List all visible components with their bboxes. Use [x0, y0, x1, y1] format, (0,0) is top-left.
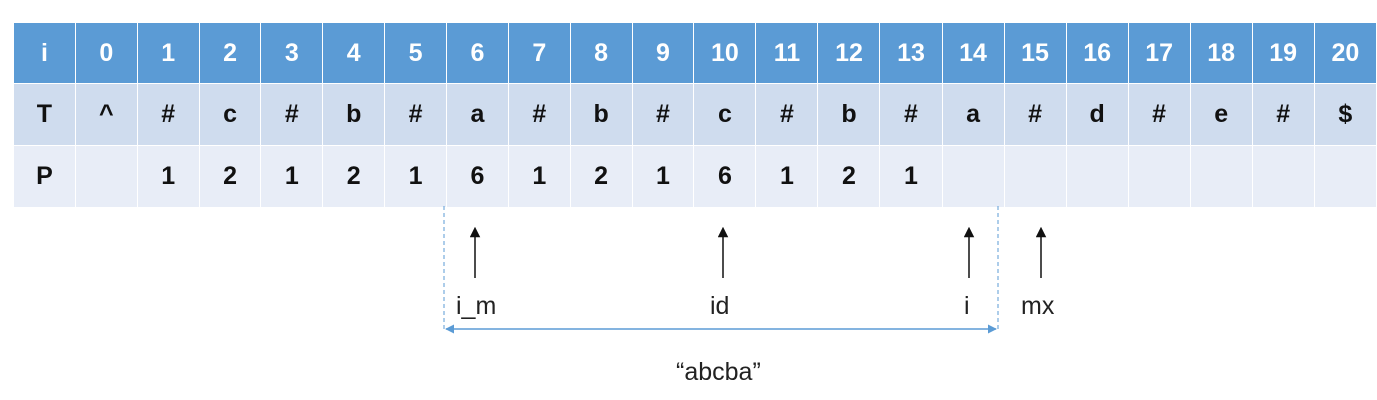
p-cell: 1 — [879, 145, 943, 208]
index-cell: 12 — [817, 23, 881, 84]
t-cell: # — [508, 83, 571, 146]
index-cell: 6 — [446, 23, 509, 84]
t-cell: $ — [1314, 83, 1377, 146]
p-cell — [1004, 145, 1067, 208]
index-cell: 5 — [384, 23, 447, 84]
p-cell: 1 — [260, 145, 324, 208]
t-cell: d — [1066, 83, 1129, 146]
index-cell: 3 — [260, 23, 324, 84]
id-label: id — [710, 292, 730, 320]
t-cell: b — [570, 83, 633, 146]
t-cell: ^ — [75, 83, 138, 146]
t-cell: a — [942, 83, 1005, 146]
t-cell: # — [1004, 83, 1067, 146]
row-label: T — [14, 83, 76, 146]
index-cell: 18 — [1190, 23, 1253, 84]
t-cell: # — [632, 83, 695, 146]
p-cell: 2 — [817, 145, 881, 208]
transformed-string-row: T ^ # c # b # a # b # c # b # a # d # e # $ — [14, 83, 1377, 146]
t-cell: e — [1190, 83, 1253, 146]
index-cell: 8 — [570, 23, 633, 84]
index-cell: 14 — [942, 23, 1005, 84]
p-cell: 1 — [137, 145, 200, 208]
index-cell: 20 — [1314, 23, 1377, 84]
t-cell: # — [384, 83, 447, 146]
t-cell: # — [260, 83, 324, 146]
index-cell: 10 — [693, 23, 757, 84]
t-cell: c — [693, 83, 757, 146]
index-cell: 2 — [199, 23, 262, 84]
index-cell: 9 — [632, 23, 695, 84]
p-cell: 1 — [755, 145, 819, 208]
p-cell — [1128, 145, 1191, 208]
index-cell: 4 — [322, 23, 386, 84]
t-cell: # — [755, 83, 819, 146]
index-cell: 0 — [75, 23, 138, 84]
index-cell: 1 — [137, 23, 200, 84]
p-cell — [1252, 145, 1315, 208]
p-cell — [1190, 145, 1253, 208]
p-cell: 2 — [570, 145, 633, 208]
p-cell — [75, 145, 138, 208]
p-cell — [1314, 145, 1377, 208]
index-cell: 13 — [879, 23, 943, 84]
t-cell: # — [137, 83, 200, 146]
p-cell — [942, 145, 1005, 208]
p-cell: 1 — [632, 145, 695, 208]
p-cell — [1066, 145, 1129, 208]
row-label: i — [14, 23, 76, 84]
p-cell: 6 — [446, 145, 509, 208]
t-cell: c — [199, 83, 262, 146]
i-label: i — [964, 292, 970, 320]
t-cell: # — [1128, 83, 1191, 146]
p-cell: 1 — [384, 145, 447, 208]
index-cell: 7 — [508, 23, 571, 84]
t-cell: # — [1252, 83, 1315, 146]
index-cell: 17 — [1128, 23, 1191, 84]
i-m-label: i_m — [456, 292, 497, 320]
row-label: P — [14, 145, 76, 208]
index-cell: 15 — [1004, 23, 1067, 84]
index-cell: 16 — [1066, 23, 1129, 84]
p-cell: 6 — [693, 145, 757, 208]
index-row: i 0 1 2 3 4 5 6 7 8 9 10 11 12 13 14 15 16 17 18 19 20 — [14, 23, 1377, 84]
mx-label: mx — [1021, 292, 1055, 320]
t-cell: b — [322, 83, 386, 146]
span-label: “abcba” — [676, 358, 761, 386]
p-cell: 2 — [199, 145, 262, 208]
p-cell: 1 — [508, 145, 571, 208]
t-cell: # — [879, 83, 943, 146]
manacher-table: i 0 1 2 3 4 5 6 7 8 9 10 11 12 13 14 15 16 17 18 19 20 T ^ # c # b… — [14, 23, 1377, 208]
p-cell: 2 — [322, 145, 386, 208]
index-cell: 11 — [755, 23, 819, 84]
t-cell: a — [446, 83, 509, 146]
index-cell: 19 — [1252, 23, 1315, 84]
t-cell: b — [817, 83, 881, 146]
